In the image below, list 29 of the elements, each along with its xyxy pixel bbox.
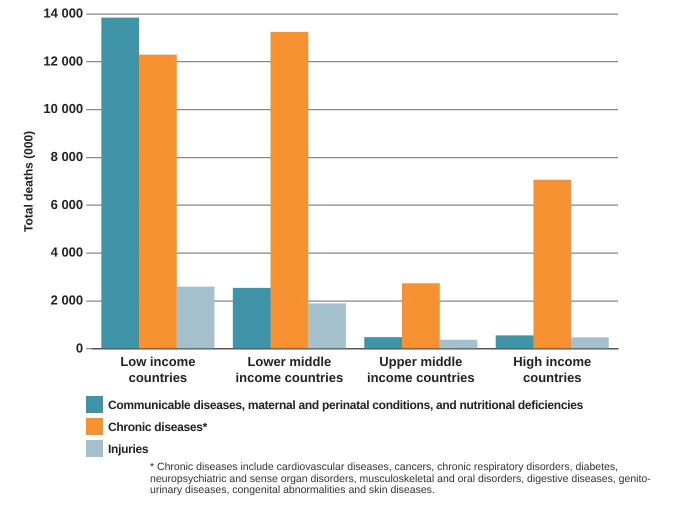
- y-tick-label: 12 000: [43, 53, 84, 68]
- bar: [364, 337, 402, 348]
- bar: [270, 32, 308, 348]
- bar: [440, 340, 478, 348]
- x-tick-label: High income countries: [513, 354, 592, 385]
- y-tick-label: 10 000: [43, 101, 84, 116]
- text: * Chronic diseases include cardiovascular diseases, cancers, chronic respiratory disorders, diabetes, neuropsychiatric and sense organ disorders, musculoskeletal and oral disorders, digestive diseases, genito-urinary diseases, congenital abnormalities and skin diseases.: [150, 461, 652, 496]
- x-tick-label: Low income countries: [120, 354, 196, 385]
- x-tick-label: Lower middle income countries: [236, 354, 344, 385]
- y-tick-label: 6 000: [50, 196, 84, 212]
- bar: [176, 286, 214, 348]
- x-tick-label: Upper middle income countries: [366, 354, 475, 385]
- y-tick-label: 14 000: [43, 6, 84, 21]
- y-tick-label: 8 000: [50, 149, 84, 164]
- bar: [308, 303, 346, 348]
- bar: [139, 54, 177, 348]
- bar: [571, 337, 609, 348]
- legend-label: Injuries: [108, 442, 148, 456]
- bar: [533, 180, 572, 348]
- y-axis-title: Total deaths (000): [22, 130, 36, 232]
- bar: [402, 283, 440, 348]
- legend-label: Communicable diseases, maternal and perinatal conditions, and nutritional deficiencies: [108, 398, 583, 412]
- y-tick-label: 4 000: [50, 244, 84, 260]
- bar: [232, 288, 271, 348]
- bar: [101, 18, 140, 348]
- legend-label: Chronic diseases*: [108, 420, 207, 434]
- bar: [496, 335, 534, 348]
- y-tick-label: 0: [76, 340, 84, 356]
- y-tick-label: 2 000: [50, 292, 84, 308]
